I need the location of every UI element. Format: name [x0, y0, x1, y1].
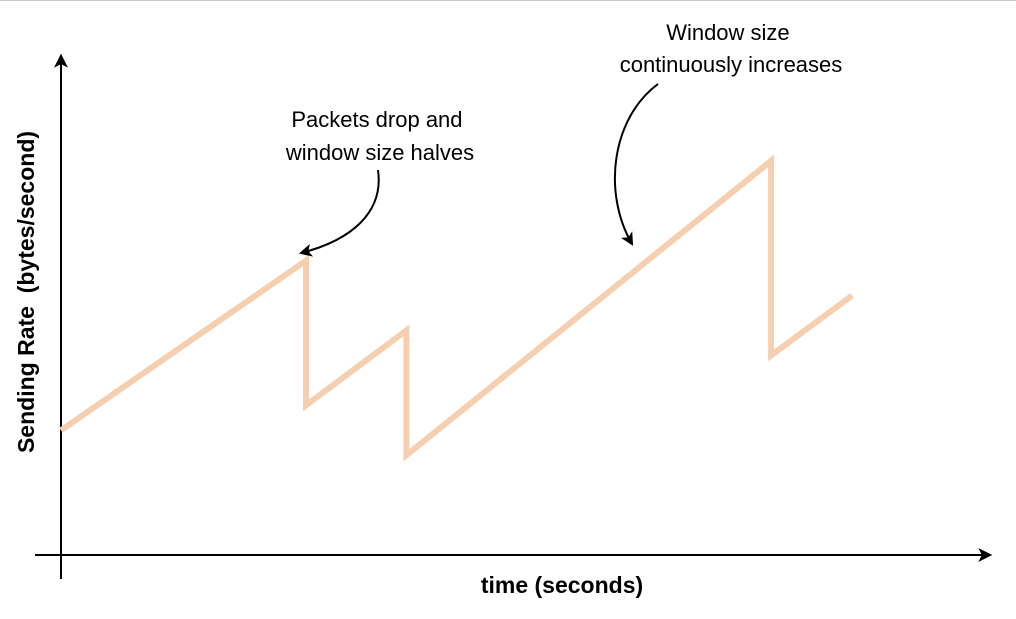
- annotation-packets-drop: Packets drop and window size halves: [285, 107, 474, 165]
- annotation-window-increases-line-2: continuously increases: [620, 52, 843, 77]
- annotation-arrow-packets-drop: [298, 169, 380, 257]
- top-border: [0, 0, 1016, 1]
- annotation-packets-drop-line-2: window size halves: [285, 140, 474, 165]
- x-axis-label: time (seconds): [481, 572, 643, 598]
- sending-rate-line: [59, 154, 854, 462]
- annotation-window-increases-line-1: Window size: [666, 20, 789, 45]
- y-axis-label: Sending Rate (bytes/second): [13, 131, 39, 453]
- annotation-arrow-window-increases: [613, 83, 659, 246]
- annotation-packets-drop-line-1: Packets drop and: [291, 107, 462, 132]
- annotation-window-increases: Window size continuously increases: [620, 20, 843, 77]
